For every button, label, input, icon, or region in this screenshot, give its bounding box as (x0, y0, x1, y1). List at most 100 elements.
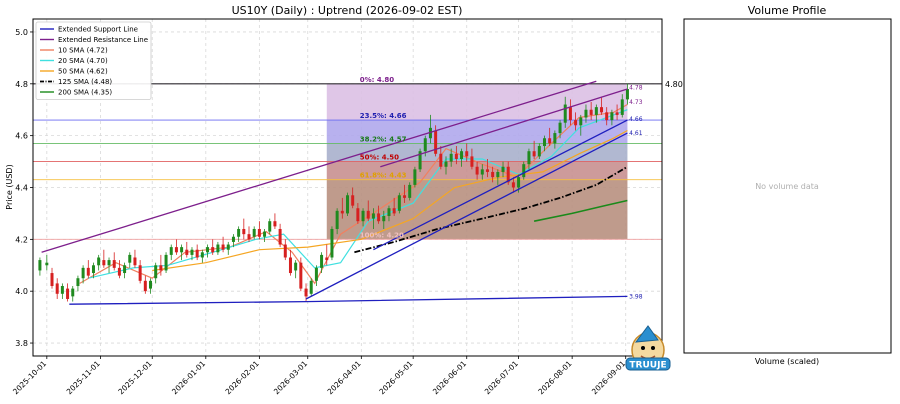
x-tick-label: 2026-05-01 (377, 359, 414, 396)
candle-body (413, 169, 417, 185)
candle-body (97, 257, 101, 266)
candle-body (309, 280, 313, 294)
candle-body (449, 153, 453, 162)
candle-body (340, 210, 344, 214)
candle-body (112, 260, 116, 268)
candle-body (190, 249, 194, 255)
candle-body (532, 151, 536, 157)
candle-body (548, 138, 552, 144)
candle-body (149, 280, 153, 289)
candle-body (620, 99, 624, 115)
candle-body (299, 262, 303, 289)
candle-body (522, 164, 526, 178)
trendline-support-3 (373, 119, 628, 251)
x-axis: 2025-10-01 2025-11-01 2025-12-01 2026-01-01… (11, 356, 627, 396)
candle-body (278, 228, 282, 245)
candle-body (143, 280, 147, 292)
candle-body (387, 208, 391, 217)
candle-body (527, 151, 531, 165)
candle-body (38, 260, 42, 271)
candle-body (610, 112, 614, 121)
candle-body (169, 247, 173, 255)
candle-body (491, 171, 495, 178)
candle-body (314, 267, 318, 281)
volume-profile-empty-message: No volume data (755, 182, 819, 191)
candle-body (454, 153, 458, 159)
volume-profile-frame (683, 18, 892, 354)
legend-entry-label: Extended Resistance Line (58, 36, 148, 44)
right-value-label: 4.73 (629, 99, 643, 106)
candle-body (107, 260, 111, 266)
fibonacci-zone (326, 83, 628, 121)
y-axis-label: Price (USD) (5, 164, 14, 209)
legend-entry-label: 200 SMA (4.35) (58, 89, 112, 97)
candle-body (377, 213, 381, 222)
candle-body (195, 249, 199, 258)
fibonacci-level-label: 0%: 4.80 (360, 76, 395, 84)
fibonacci-level-label: 100%: 4.20 (360, 231, 404, 239)
candle-body (263, 231, 267, 237)
legend-entry-label: 10 SMA (4.72) (58, 47, 108, 55)
trendline-support (69, 295, 628, 305)
sma-line (152, 129, 628, 272)
mascot-logo-text: TRUUJE (629, 361, 666, 371)
candle-body (346, 195, 349, 214)
fibonacci-label-layer: 0%: 4.80 23.5%: 4.66 38.2%: 4.57 50%: 4.50 6… (360, 76, 683, 240)
candle-body (605, 112, 609, 121)
fibonacci-level-label: 38.2%: 4.57 (360, 135, 407, 143)
candle-body (325, 257, 329, 261)
candle-body (45, 262, 49, 266)
candle-body (537, 146, 541, 157)
candle-body (128, 254, 132, 263)
candle-body (542, 138, 546, 147)
legend-entry-label: Extended Support Line (58, 26, 138, 34)
candle-body (511, 182, 515, 188)
candle-body (273, 221, 277, 227)
fibonacci-level-label: 23.5%: 4.66 (360, 112, 407, 120)
y-tick-label: 3.8 (15, 339, 28, 348)
x-tick-label: 2026-01-01 (170, 359, 207, 396)
candle-body (506, 166, 510, 183)
candle-body (351, 195, 355, 206)
candle-body (86, 267, 90, 276)
trendline-support-2 (305, 132, 628, 300)
candle-body (553, 133, 557, 144)
trendline-resistance (41, 80, 597, 253)
candle-body (418, 151, 422, 170)
x-tick-label: 2026-09-01 (590, 359, 627, 396)
candle-body (55, 283, 59, 294)
candle-body (517, 177, 521, 188)
candle-body (252, 228, 256, 237)
right-value-label: 3.98 (629, 293, 643, 300)
candle-body (159, 265, 163, 271)
candle-body (247, 234, 251, 240)
fibonacci-zone (326, 143, 628, 162)
candle-body (138, 265, 142, 281)
candle-body (320, 254, 324, 268)
y-tick-label: 4.8 (15, 80, 28, 89)
candle-body (226, 244, 230, 250)
candle-body (185, 249, 189, 255)
candle-body (615, 112, 619, 115)
x-tick-label: 2026-08-01 (536, 359, 573, 396)
x-tick-label: 2026-06-01 (431, 359, 468, 396)
candle-body (439, 153, 443, 167)
candle-body (584, 109, 588, 118)
x-tick-label: 2025-11-01 (65, 359, 102, 396)
candle-body (558, 122, 562, 134)
candle-body (465, 151, 469, 157)
horizontal-line-label: 4.80 (665, 80, 683, 89)
y-tick-label: 4.4 (15, 184, 28, 193)
candle-body (568, 107, 572, 121)
candle-body (460, 151, 464, 159)
y-tick-label: 4.2 (15, 235, 28, 244)
candle-body (434, 130, 438, 154)
legend: Extended Support Line Extended Resistance… (35, 21, 152, 100)
candle-body (174, 247, 178, 253)
candle-body (356, 208, 360, 222)
fibonacci-level-label: 50%: 4.50 (360, 154, 399, 162)
candle-body (428, 127, 432, 139)
candle-body (283, 244, 287, 258)
